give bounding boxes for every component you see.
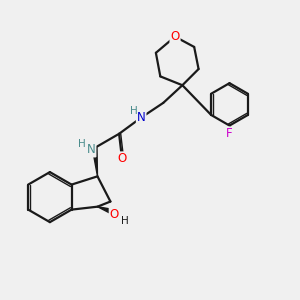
Polygon shape (98, 207, 113, 214)
Text: H: H (78, 139, 86, 148)
Text: H: H (121, 216, 129, 226)
Text: O: O (110, 208, 119, 221)
Text: H: H (130, 106, 138, 116)
Text: O: O (117, 152, 127, 165)
Text: F: F (226, 127, 233, 140)
Text: O: O (170, 30, 180, 43)
Polygon shape (92, 147, 98, 176)
Text: N: N (137, 111, 146, 124)
Text: N: N (87, 143, 95, 157)
